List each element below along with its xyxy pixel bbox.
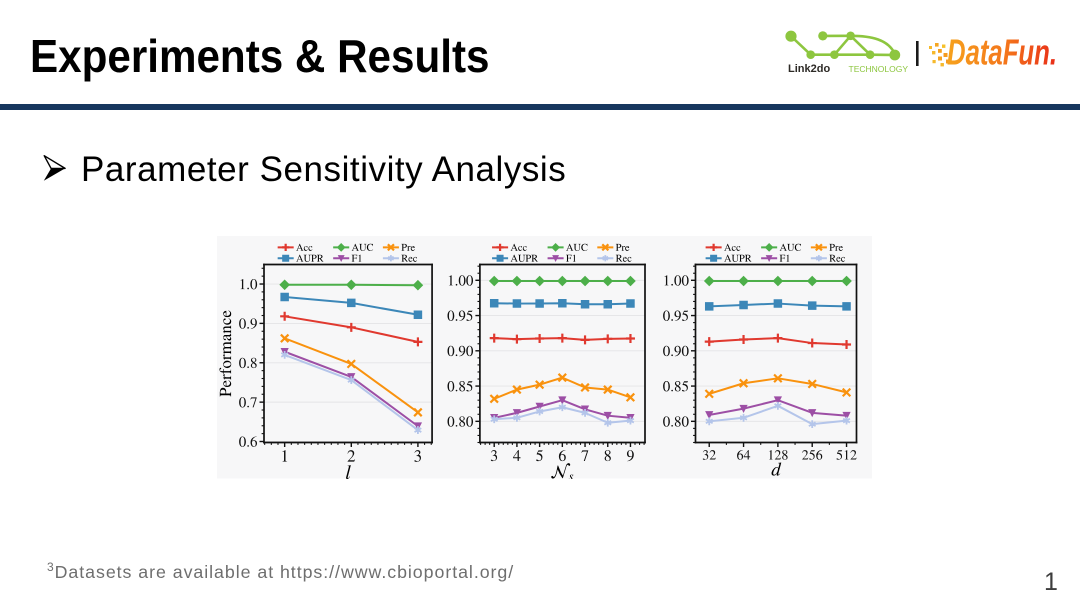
svg-text:TECHNOLOGY: TECHNOLOGY <box>849 64 909 74</box>
svg-text:Link2do: Link2do <box>788 63 830 75</box>
svg-text:DataFun.: DataFun. <box>947 32 1057 73</box>
